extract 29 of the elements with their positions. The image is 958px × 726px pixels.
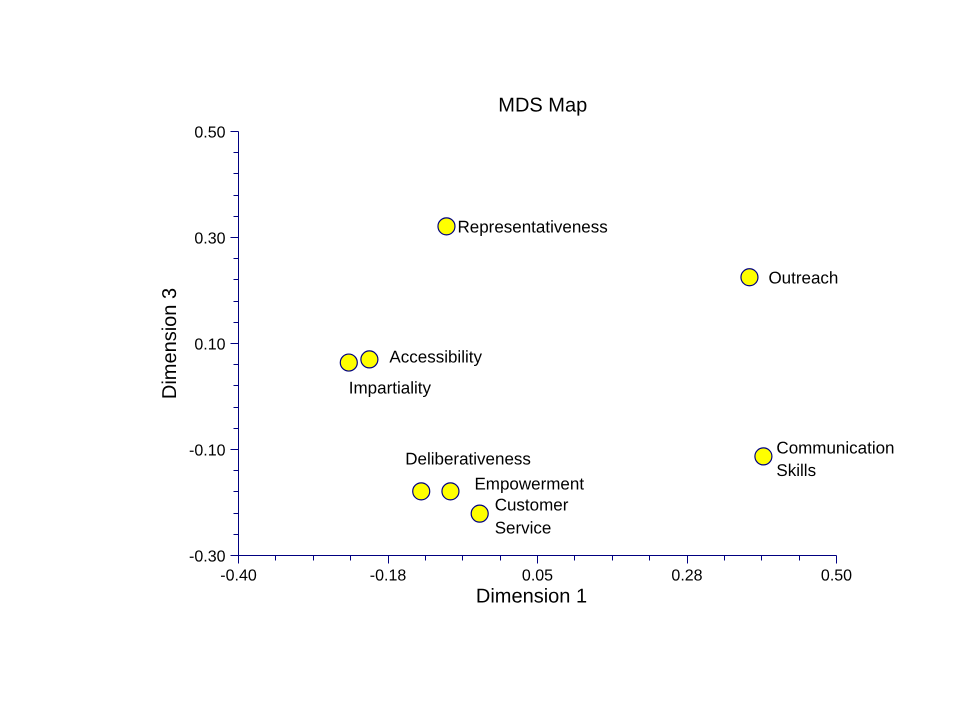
point [437,217,456,236]
annotation: Outreach [768,268,838,288]
annotation: Empowerment [474,474,584,494]
chart-title: MDS Map [498,94,588,116]
annotation: Accessibility [389,347,482,366]
annotation: Representativeness [457,217,608,236]
y-tick-label: 0.30 [194,230,226,248]
annotation: Communication Skills [776,438,895,480]
x-axis-title: Dimension 1 [476,586,588,608]
point [412,482,430,500]
x-tick-label: -0.18 [370,568,406,584]
point [360,350,378,368]
x-tick-label: -0.40 [220,568,257,584]
point [441,482,460,500]
point [340,353,358,372]
x-tick-label: 0.50 [820,568,852,584]
annotation: Customer Service [494,496,569,538]
point [754,447,773,466]
y-tick-label: -0.10 [189,442,226,460]
y-tick-label: 0.10 [194,336,226,354]
annotation: Deliberativeness [405,449,531,468]
point [740,268,759,286]
y-tick-label: 0.50 [194,124,226,142]
x-tick-label: 0.05 [522,568,554,584]
x-tick-label: 0.28 [671,568,703,584]
annotation: Impartiality [348,378,432,398]
y-tick-label: -0.30 [189,548,226,566]
y-axis-title: Dimension 3 [159,288,182,400]
point [470,504,489,523]
